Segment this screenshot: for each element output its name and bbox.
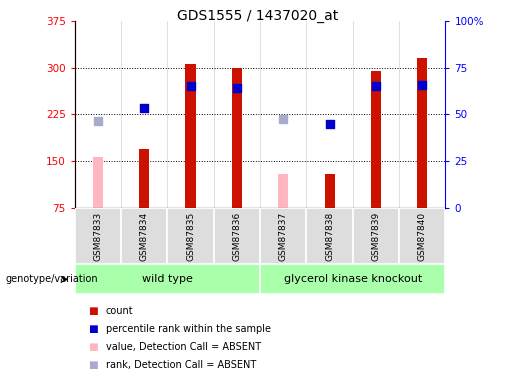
Bar xyxy=(185,64,196,208)
Point xyxy=(140,105,148,111)
Bar xyxy=(214,208,260,264)
Text: GSM87838: GSM87838 xyxy=(325,211,334,261)
Bar xyxy=(260,264,445,294)
Point xyxy=(279,116,287,122)
Text: GSM87833: GSM87833 xyxy=(93,211,102,261)
Text: ■: ■ xyxy=(88,306,97,316)
Text: ■: ■ xyxy=(88,360,97,370)
Bar xyxy=(260,208,306,264)
Text: GSM87840: GSM87840 xyxy=(418,211,427,261)
Point xyxy=(372,83,380,89)
Bar xyxy=(232,68,242,208)
Bar xyxy=(353,208,399,264)
Bar xyxy=(75,208,121,264)
Point xyxy=(186,83,195,89)
Text: genotype/variation: genotype/variation xyxy=(5,274,98,284)
Point xyxy=(233,84,241,90)
Bar xyxy=(417,58,427,208)
Text: percentile rank within the sample: percentile rank within the sample xyxy=(106,324,270,334)
Text: glycerol kinase knockout: glycerol kinase knockout xyxy=(284,274,422,284)
Text: value, Detection Call = ABSENT: value, Detection Call = ABSENT xyxy=(106,342,261,352)
Text: GSM87839: GSM87839 xyxy=(371,211,381,261)
Text: ■: ■ xyxy=(88,324,97,334)
Bar xyxy=(278,174,288,208)
Bar xyxy=(139,149,149,208)
Bar xyxy=(75,264,260,294)
Text: ■: ■ xyxy=(88,342,97,352)
Text: GSM87836: GSM87836 xyxy=(232,211,242,261)
Text: wild type: wild type xyxy=(142,274,193,284)
Text: GSM87834: GSM87834 xyxy=(140,211,149,261)
Text: GSM87835: GSM87835 xyxy=(186,211,195,261)
Bar xyxy=(324,174,335,208)
Point xyxy=(325,121,334,127)
Bar xyxy=(306,208,353,264)
Bar xyxy=(371,70,381,208)
Text: GDS1555 / 1437020_at: GDS1555 / 1437020_at xyxy=(177,9,338,23)
Bar xyxy=(93,157,103,208)
Bar xyxy=(121,208,167,264)
Bar xyxy=(399,208,445,264)
Point xyxy=(94,118,102,124)
Bar xyxy=(167,208,214,264)
Point xyxy=(418,82,426,88)
Text: GSM87837: GSM87837 xyxy=(279,211,288,261)
Text: rank, Detection Call = ABSENT: rank, Detection Call = ABSENT xyxy=(106,360,256,370)
Text: count: count xyxy=(106,306,133,316)
